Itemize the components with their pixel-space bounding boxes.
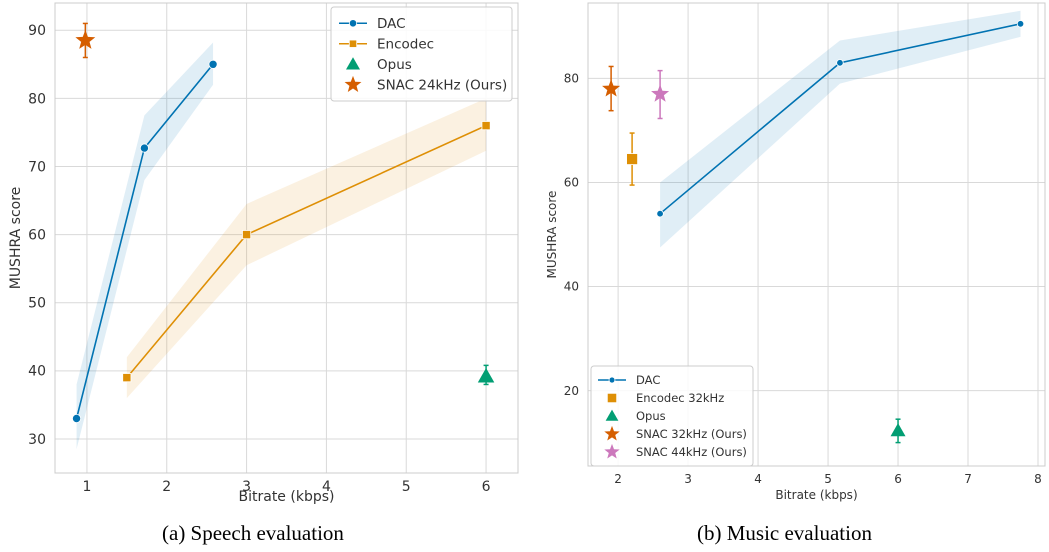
series-snac-32khz-ours [602,65,621,112]
y-tick-label: 40 [28,364,46,380]
series-opus [890,418,906,444]
legend-label: Encodec 32kHz [636,391,724,405]
series-opus [477,364,495,386]
legend-label: DAC [377,16,406,32]
data-point [139,143,149,153]
data-point [656,209,664,218]
data-point [477,368,495,383]
confidence-band [660,10,1021,248]
x-tick-label: 2 [614,472,622,486]
legend-marker [604,443,620,459]
legend-label: Opus [636,409,666,423]
legend-box [590,365,754,467]
legend-marker [608,376,616,384]
x-tick-label: 6 [894,472,902,486]
legend-label: SNAC 24kHz (Ours) [377,78,507,94]
y-tick-label: 20 [564,384,579,398]
x-axis-label: Bitrate (kbps) [239,489,335,505]
y-tick-label: 40 [564,280,579,294]
y-axis-label: MUSHRA score [545,191,559,279]
x-axis-label: Bitrate (kbps) [775,488,857,502]
legend-box [330,6,513,102]
x-tick-label: 6 [482,479,491,495]
legend: DAC Encodec 32kHz Opus SNAC 32kHz (Ours) SNA… [590,365,754,467]
legend-marker [348,39,358,48]
x-tick-label: 2 [162,479,171,495]
legend: DAC Encodec Opus SNAC 24kHz (Ours) [330,6,513,102]
x-tick-label: 8 [1034,472,1042,486]
y-tick-label: 90 [28,23,46,39]
data-point [626,153,638,165]
confidence-band [126,98,487,399]
y-tick-label: 80 [564,72,579,86]
series-encodec [122,98,491,399]
y-tick-label: 80 [28,91,46,107]
caption-speech-evaluation: (a) Speech evaluation [162,521,344,545]
legend-marker [604,425,620,441]
legend-marker [345,57,361,70]
y-tick-label: 60 [28,227,46,243]
x-tick-label: 5 [402,479,411,495]
y-tick-label: 70 [28,159,46,175]
plot-frame [54,2,519,474]
data-point [481,121,491,131]
legend-label: SNAC 32kHz (Ours) [636,427,747,441]
series-snac-24khz-ours [75,22,96,59]
y-tick-label: 30 [28,432,46,448]
chart-music: 2 3 4 5 6 7 8 20 40 60 80 Bitrate (kbps) MUSHRA scor… [545,2,1046,502]
data-point [1016,20,1025,28]
series-dac [72,42,218,450]
plot-frame [587,2,1046,467]
data-point [836,59,844,67]
legend-label: DAC [636,373,660,387]
x-tick-label: 1 [82,479,91,495]
data-point [208,59,218,69]
series-encodec-32khz [626,132,638,186]
legend-label: SNAC 44kHz (Ours) [636,445,747,459]
x-tick-label: 7 [964,472,972,486]
confidence-band [76,42,214,450]
data-point [242,230,252,240]
series-snac-44khz-ours [651,69,670,120]
chart-speech: 1 2 3 4 5 6 30 40 50 60 70 80 90 Bitrate (kbps) MUSHRA… [8,2,519,505]
series-dac [656,10,1025,248]
y-axis-label: MUSHRA score [8,187,24,290]
legend-label: Encodec [377,37,434,53]
data-point [75,30,96,49]
data-point [651,84,670,102]
legend-marker [344,75,362,92]
y-tick-label: 60 [564,176,579,190]
data-point [602,79,621,97]
legend-label: Opus [377,57,412,73]
data-point [890,423,906,437]
x-tick-label: 3 [684,472,692,486]
x-tick-label: 4 [322,479,331,495]
x-tick-label: 4 [754,472,762,486]
legend-marker [606,392,618,404]
y-tick-label: 50 [28,296,46,312]
data-point [122,373,132,383]
x-tick-label: 5 [824,472,832,486]
legend-marker [605,409,619,421]
legend-marker [348,19,358,28]
x-tick-label: 3 [242,479,251,495]
caption-music-evaluation: (b) Music evaluation [697,521,872,545]
data-point [72,413,82,424]
